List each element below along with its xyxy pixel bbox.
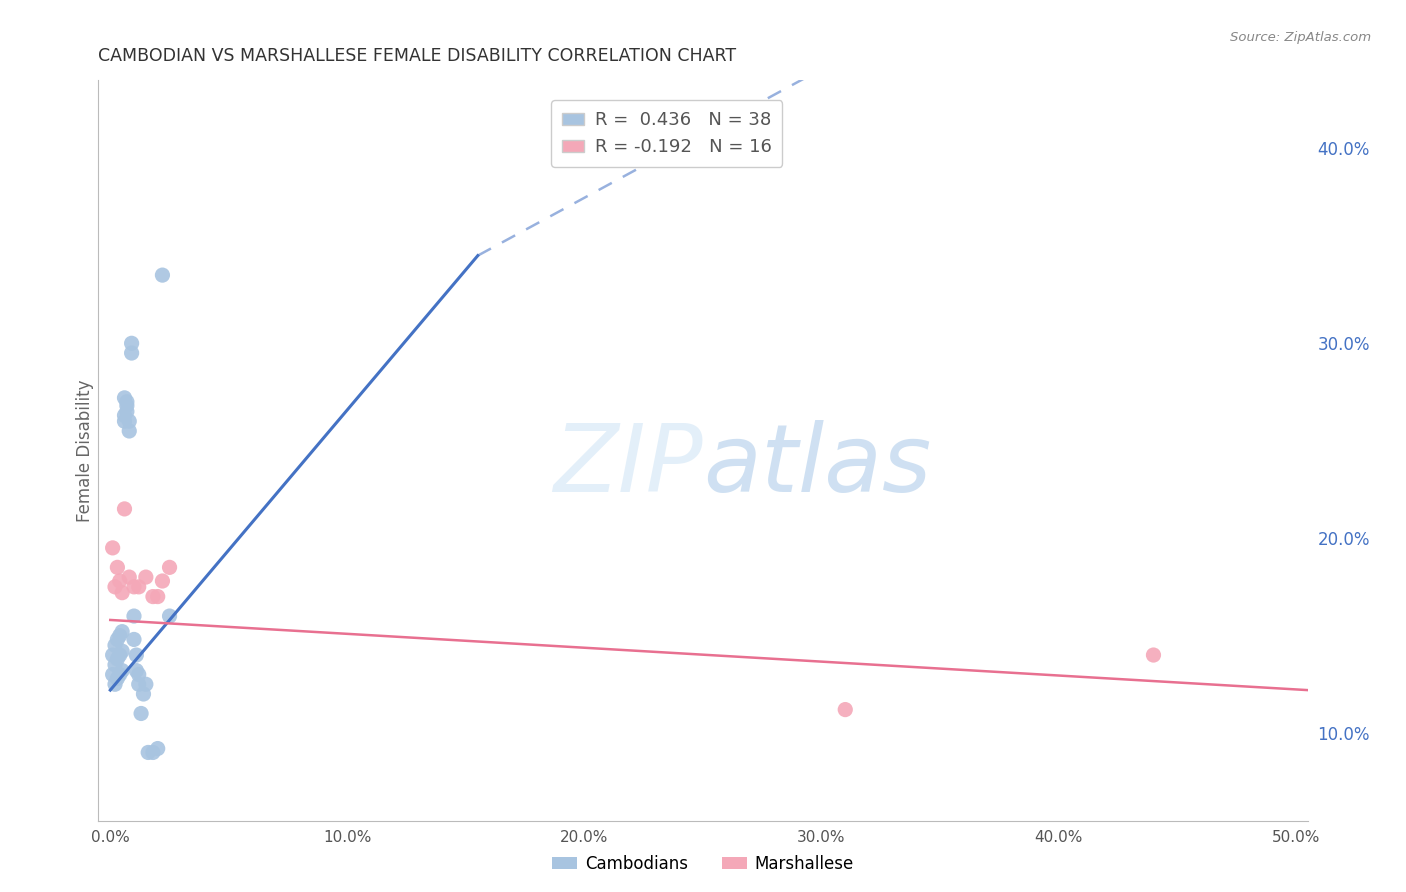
Text: atlas: atlas [703, 420, 931, 511]
Point [128, 667, 150, 681]
Point [834, 703, 856, 717]
Point [105, 652, 128, 666]
Text: ZIP: ZIP [554, 420, 703, 511]
Point [111, 664, 134, 678]
Point [108, 667, 131, 681]
Legend: R =  0.436   N = 38, R = -0.192   N = 16: R = 0.436 N = 38, R = -0.192 N = 16 [551, 101, 782, 167]
Point [105, 632, 128, 647]
Point [125, 664, 148, 678]
Point [111, 624, 134, 639]
Y-axis label: Female Disability: Female Disability [76, 379, 94, 522]
Point [121, 336, 143, 351]
Point [118, 424, 141, 438]
Point [142, 746, 165, 760]
Text: Source: ZipAtlas.com: Source: ZipAtlas.com [1230, 31, 1371, 45]
Point [114, 414, 136, 428]
Point [1142, 648, 1164, 662]
Point [121, 346, 143, 360]
Point [136, 746, 159, 760]
Point [114, 502, 136, 516]
Point [129, 706, 152, 721]
Point [114, 391, 136, 405]
Point [128, 580, 150, 594]
Point [115, 399, 138, 413]
Point [152, 574, 174, 588]
Point [111, 644, 134, 658]
Point [142, 590, 165, 604]
Point [122, 609, 145, 624]
Point [146, 590, 169, 604]
Point [146, 741, 169, 756]
Point [115, 404, 138, 418]
Point [118, 414, 141, 428]
Point [108, 648, 131, 662]
Point [159, 560, 181, 574]
Point [118, 570, 141, 584]
Point [104, 638, 127, 652]
Point [105, 672, 128, 686]
Legend: Cambodians, Marshallese: Cambodians, Marshallese [546, 848, 860, 880]
Point [101, 541, 124, 555]
Point [125, 648, 148, 662]
Point [111, 585, 134, 599]
Point [104, 677, 127, 691]
Point [132, 687, 155, 701]
Point [104, 580, 127, 594]
Point [159, 609, 181, 624]
Point [135, 570, 157, 584]
Point [115, 394, 138, 409]
Point [135, 677, 157, 691]
Point [101, 667, 124, 681]
Point [108, 628, 131, 642]
Point [105, 560, 128, 574]
Point [101, 648, 124, 662]
Text: CAMBODIAN VS MARSHALLESE FEMALE DISABILITY CORRELATION CHART: CAMBODIAN VS MARSHALLESE FEMALE DISABILI… [98, 47, 737, 65]
Point [104, 657, 127, 672]
Point [122, 580, 145, 594]
Point [114, 409, 136, 423]
Point [122, 632, 145, 647]
Point [108, 574, 131, 588]
Point [152, 268, 174, 282]
Point [128, 677, 150, 691]
